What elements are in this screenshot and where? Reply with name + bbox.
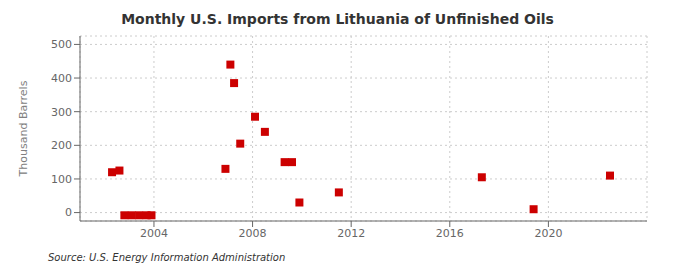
svg-text:2012: 2012: [337, 227, 365, 240]
svg-text:2004: 2004: [140, 227, 168, 240]
svg-text:300: 300: [51, 106, 72, 119]
html-text:Monthly U.S. Imports from Lith: Monthly U.S. Imports from Lithuania of U…: [121, 11, 554, 27]
svg-text:500: 500: [51, 38, 72, 51]
svg-text:100: 100: [51, 173, 72, 186]
svg-text:2020: 2020: [534, 227, 562, 240]
svg-text:400: 400: [51, 72, 72, 85]
svg-text:2008: 2008: [239, 227, 267, 240]
svg-text:200: 200: [51, 139, 72, 152]
svg-text:Thousand Barrels: Thousand Barrels: [17, 80, 30, 177]
svg-text:0: 0: [65, 206, 72, 219]
svg-text:2016: 2016: [436, 227, 464, 240]
html-text:Source: U.S. Energy Informatio: Source: U.S. Energy Information Administ…: [48, 252, 286, 263]
